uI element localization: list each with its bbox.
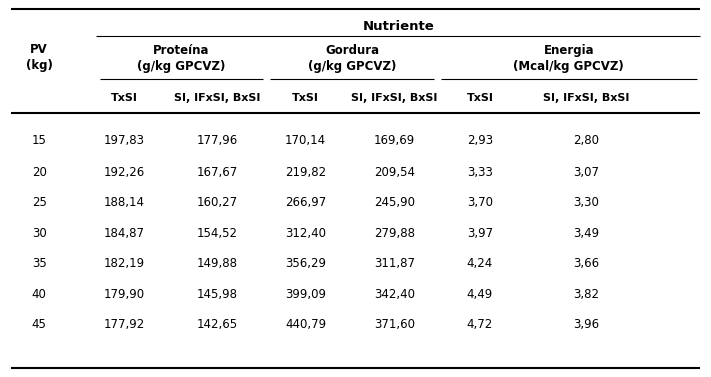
Text: SI, IFxSI, BxSI: SI, IFxSI, BxSI — [351, 93, 438, 103]
Text: 25: 25 — [32, 196, 46, 209]
Text: 4,72: 4,72 — [467, 319, 493, 331]
Text: 45: 45 — [32, 319, 46, 331]
Text: 245,90: 245,90 — [374, 196, 415, 209]
Text: 3,33: 3,33 — [467, 166, 493, 179]
Text: 167,67: 167,67 — [196, 166, 237, 179]
Text: 182,19: 182,19 — [104, 257, 145, 270]
Text: 2,80: 2,80 — [574, 134, 599, 147]
Text: 399,09: 399,09 — [285, 288, 326, 301]
Text: Proteína
(g/kg GPCVZ): Proteína (g/kg GPCVZ) — [137, 44, 225, 73]
Text: 279,88: 279,88 — [374, 227, 415, 240]
Text: 3,07: 3,07 — [574, 166, 599, 179]
Text: 40: 40 — [32, 288, 46, 301]
Text: 160,27: 160,27 — [196, 196, 237, 209]
Text: 3,70: 3,70 — [467, 196, 493, 209]
Text: SI, IFxSI, BxSI: SI, IFxSI, BxSI — [173, 93, 260, 103]
Text: 142,65: 142,65 — [196, 319, 237, 331]
Text: 197,83: 197,83 — [104, 134, 145, 147]
Text: 356,29: 356,29 — [285, 257, 326, 270]
Text: 3,82: 3,82 — [574, 288, 599, 301]
Text: TxSI: TxSI — [466, 93, 493, 103]
Text: 2,93: 2,93 — [467, 134, 493, 147]
Text: 169,69: 169,69 — [374, 134, 415, 147]
Text: 170,14: 170,14 — [285, 134, 326, 147]
Text: SI, IFxSI, BxSI: SI, IFxSI, BxSI — [543, 93, 630, 103]
Text: 184,87: 184,87 — [104, 227, 145, 240]
Text: 3,66: 3,66 — [574, 257, 599, 270]
Text: 3,49: 3,49 — [574, 227, 599, 240]
Text: 371,60: 371,60 — [374, 319, 415, 331]
Text: 342,40: 342,40 — [374, 288, 415, 301]
Text: 266,97: 266,97 — [285, 196, 326, 209]
Text: 145,98: 145,98 — [196, 288, 237, 301]
Text: 188,14: 188,14 — [104, 196, 145, 209]
Text: 209,54: 209,54 — [374, 166, 415, 179]
Text: 179,90: 179,90 — [104, 288, 145, 301]
Text: 440,79: 440,79 — [285, 319, 326, 331]
Text: 3,96: 3,96 — [574, 319, 599, 331]
Text: 312,40: 312,40 — [285, 227, 326, 240]
Text: 3,97: 3,97 — [467, 227, 493, 240]
Text: 20: 20 — [32, 166, 46, 179]
Text: 4,24: 4,24 — [467, 257, 493, 270]
Text: 311,87: 311,87 — [374, 257, 415, 270]
Text: 177,96: 177,96 — [196, 134, 237, 147]
Text: 177,92: 177,92 — [104, 319, 145, 331]
Text: 192,26: 192,26 — [104, 166, 145, 179]
Text: Gordura
(g/kg GPCVZ): Gordura (g/kg GPCVZ) — [308, 44, 396, 73]
Text: 35: 35 — [32, 257, 46, 270]
Text: 4,49: 4,49 — [467, 288, 493, 301]
Text: 3,30: 3,30 — [574, 196, 599, 209]
Text: Energia
(Mcal/kg GPCVZ): Energia (Mcal/kg GPCVZ) — [513, 44, 624, 73]
Text: 30: 30 — [32, 227, 46, 240]
Text: PV
(kg): PV (kg) — [26, 43, 53, 72]
Text: TxSI: TxSI — [111, 93, 138, 103]
Text: 154,52: 154,52 — [196, 227, 237, 240]
Text: 219,82: 219,82 — [285, 166, 326, 179]
Text: Nutriente: Nutriente — [363, 20, 434, 33]
Text: 15: 15 — [32, 134, 46, 147]
Text: TxSI: TxSI — [292, 93, 319, 103]
Text: 149,88: 149,88 — [196, 257, 237, 270]
